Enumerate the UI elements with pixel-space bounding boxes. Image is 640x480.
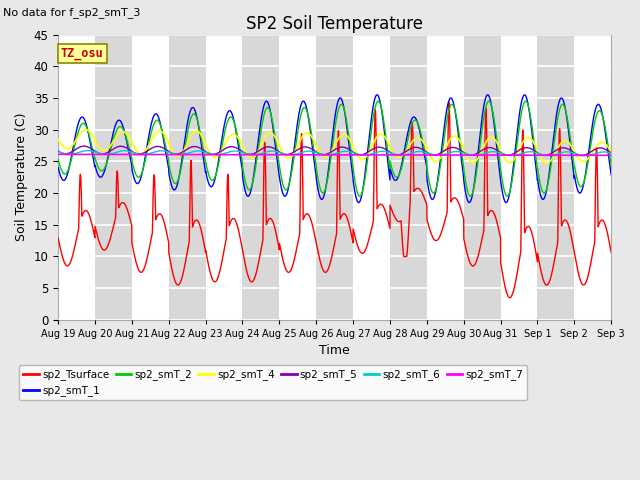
- sp2_smT_1: [459, 168, 467, 174]
- Text: TZ_osu: TZ_osu: [61, 48, 104, 60]
- sp2_smT_7: [607, 153, 614, 158]
- sp2_smT_5: [490, 146, 498, 152]
- sp2_smT_6: [490, 149, 498, 155]
- sp2_smT_6: [607, 150, 615, 156]
- sp2_smT_2: [459, 156, 467, 162]
- Line: sp2_smT_6: sp2_smT_6: [58, 151, 611, 156]
- Legend: sp2_Tsurface, sp2_smT_1, sp2_smT_2, sp2_smT_4, sp2_smT_5, sp2_smT_6, sp2_smT_7: sp2_Tsurface, sp2_smT_1, sp2_smT_2, sp2_…: [19, 365, 527, 400]
- sp2_Tsurface: [607, 247, 614, 252]
- sp2_smT_4: [54, 136, 62, 142]
- sp2_smT_4: [543, 160, 550, 166]
- sp2_Tsurface: [459, 213, 467, 218]
- sp2_smT_5: [314, 150, 322, 156]
- Bar: [500, 35, 538, 320]
- Y-axis label: Soil Temperature (C): Soil Temperature (C): [15, 113, 28, 241]
- Bar: [316, 35, 353, 320]
- sp2_Tsurface: [506, 295, 514, 300]
- sp2_Tsurface: [54, 235, 62, 241]
- Bar: [390, 35, 427, 320]
- sp2_smT_7: [607, 153, 615, 158]
- Line: sp2_smT_2: sp2_smT_2: [58, 101, 611, 196]
- sp2_smT_5: [459, 149, 467, 155]
- sp2_smT_1: [154, 112, 161, 118]
- Line: sp2_smT_5: sp2_smT_5: [58, 146, 611, 156]
- Line: sp2_smT_4: sp2_smT_4: [58, 130, 611, 163]
- Bar: [132, 35, 169, 320]
- Bar: [538, 35, 574, 320]
- sp2_smT_4: [459, 144, 467, 149]
- Bar: [95, 35, 132, 320]
- sp2_smT_4: [607, 148, 614, 154]
- sp2_smT_1: [607, 172, 615, 178]
- Line: sp2_Tsurface: sp2_Tsurface: [58, 102, 611, 298]
- sp2_smT_5: [607, 150, 614, 156]
- sp2_smT_1: [314, 186, 322, 192]
- sp2_smT_4: [607, 149, 615, 155]
- sp2_smT_1: [521, 92, 529, 97]
- sp2_smT_4: [154, 129, 161, 134]
- sp2_Tsurface: [428, 233, 436, 239]
- sp2_smT_4: [490, 136, 498, 142]
- sp2_Tsurface: [445, 99, 452, 105]
- sp2_smT_5: [54, 148, 62, 154]
- sp2_smT_5: [154, 144, 161, 149]
- sp2_smT_7: [428, 152, 436, 158]
- sp2_smT_2: [504, 193, 511, 199]
- sp2_smT_6: [154, 148, 161, 154]
- sp2_smT_6: [428, 152, 436, 157]
- Line: sp2_smT_1: sp2_smT_1: [58, 95, 611, 203]
- sp2_Tsurface: [314, 249, 322, 254]
- Line: sp2_smT_7: sp2_smT_7: [58, 155, 611, 156]
- sp2_smT_2: [428, 189, 436, 194]
- sp2_Tsurface: [490, 210, 498, 216]
- Bar: [464, 35, 500, 320]
- sp2_smT_6: [607, 150, 614, 156]
- sp2_smT_7: [154, 152, 161, 157]
- Text: No data for f_sp2_smT_3: No data for f_sp2_smT_3: [3, 7, 141, 18]
- sp2_smT_7: [571, 153, 579, 158]
- sp2_smT_6: [84, 148, 92, 154]
- sp2_smT_2: [490, 115, 498, 121]
- Bar: [574, 35, 611, 320]
- sp2_smT_1: [54, 165, 62, 170]
- sp2_smT_7: [490, 152, 498, 158]
- sp2_smT_4: [428, 156, 436, 161]
- Title: SP2 Soil Temperature: SP2 Soil Temperature: [246, 15, 423, 33]
- Bar: [169, 35, 205, 320]
- sp2_smT_2: [54, 156, 62, 162]
- sp2_smT_2: [607, 159, 614, 165]
- sp2_smT_4: [314, 146, 322, 152]
- sp2_smT_5: [428, 152, 436, 157]
- sp2_smT_1: [355, 200, 362, 205]
- sp2_smT_5: [607, 150, 615, 156]
- Bar: [611, 35, 640, 320]
- sp2_smT_2: [154, 118, 161, 123]
- Bar: [243, 35, 280, 320]
- sp2_smT_6: [582, 153, 589, 158]
- Bar: [58, 35, 95, 320]
- sp2_smT_2: [314, 176, 322, 181]
- X-axis label: Time: Time: [319, 345, 350, 358]
- sp2_smT_6: [459, 150, 467, 156]
- sp2_smT_1: [428, 196, 436, 202]
- Bar: [205, 35, 243, 320]
- sp2_smT_7: [459, 152, 467, 158]
- sp2_smT_4: [82, 127, 90, 132]
- sp2_smT_6: [54, 149, 62, 155]
- sp2_smT_7: [54, 152, 62, 157]
- sp2_smT_7: [314, 152, 322, 158]
- Bar: [427, 35, 464, 320]
- Bar: [353, 35, 390, 320]
- sp2_smT_2: [522, 98, 529, 104]
- Bar: [280, 35, 316, 320]
- sp2_smT_1: [607, 168, 614, 174]
- sp2_smT_6: [314, 150, 322, 156]
- sp2_smT_2: [607, 162, 615, 168]
- sp2_smT_5: [578, 153, 586, 158]
- sp2_Tsurface: [607, 250, 615, 255]
- sp2_smT_1: [490, 120, 498, 126]
- sp2_smT_5: [80, 143, 88, 149]
- sp2_Tsurface: [154, 213, 161, 218]
